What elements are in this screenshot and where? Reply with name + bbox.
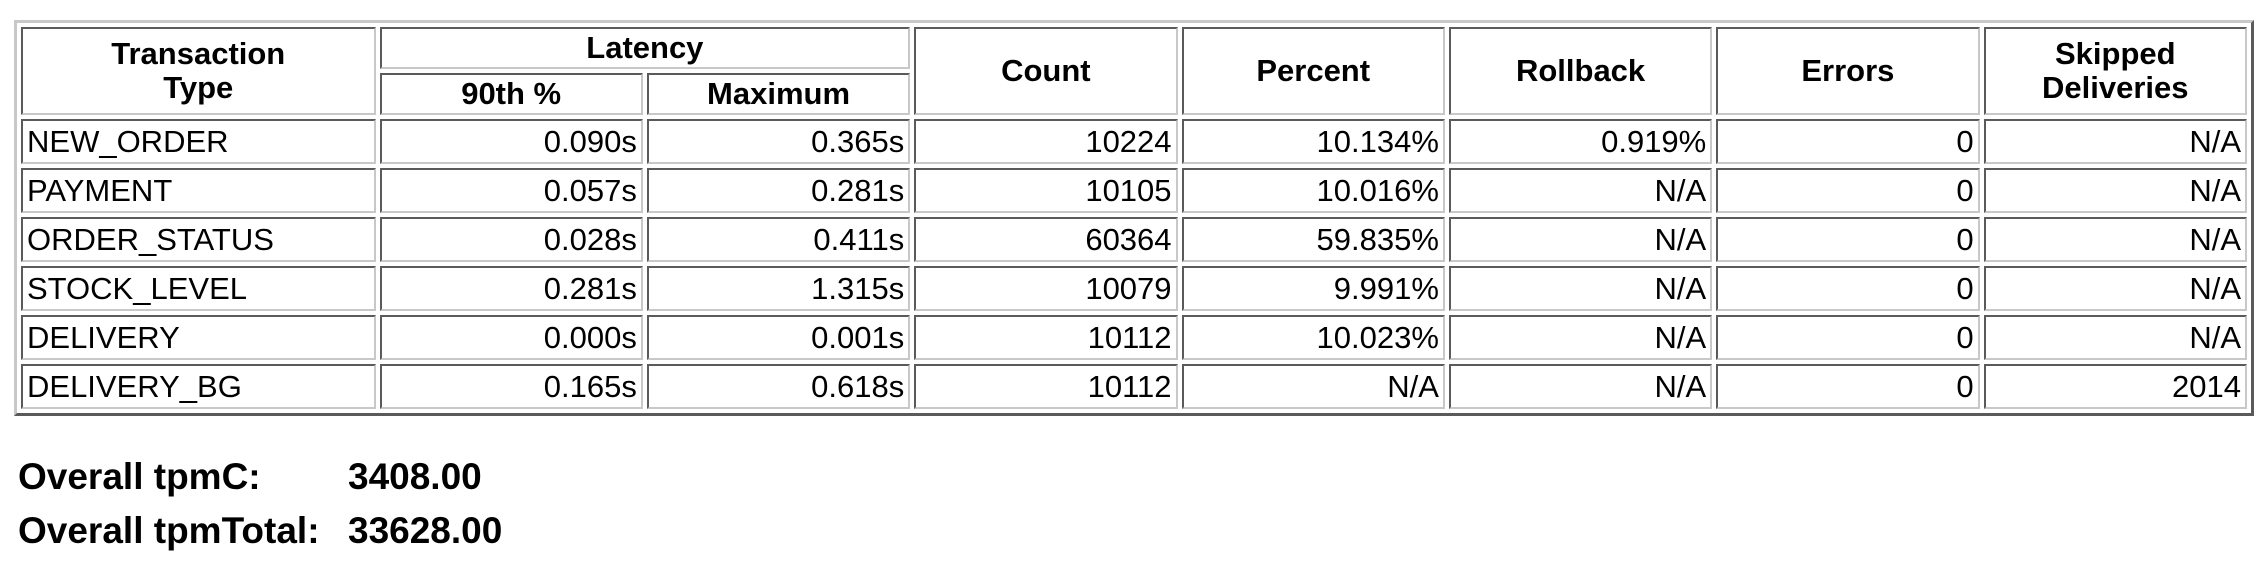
cell-skipped: N/A [1983,217,2247,262]
cell-latency-max: 0.618s [646,364,911,409]
cell-latency-max: 0.001s [646,315,911,360]
header-latency: Latency [379,27,911,69]
header-errors: Errors [1716,27,1980,115]
cell-rollback: N/A [1448,266,1713,311]
header-transaction-type-line2: Type [163,70,234,105]
cell-latency-90th: 0.057s [379,168,643,213]
cell-count: 10112 [914,315,1178,360]
cell-count: 10224 [914,119,1178,164]
table-row: NEW_ORDER 0.090s 0.365s 10224 10.134% 0.… [21,119,2247,164]
cell-count: 60364 [914,217,1178,262]
header-transaction-type: Transaction Type [21,27,376,115]
header-skipped-line2: Deliveries [2042,70,2189,105]
cell-rollback: N/A [1448,315,1713,360]
summary-tpmtotal: Overall tpmTotal: 33628.00 [18,504,502,558]
cell-errors: 0 [1716,364,1980,409]
table-row: DELIVERY_BG 0.165s 0.618s 10112 N/A N/A … [21,364,2247,409]
cell-skipped: N/A [1983,168,2247,213]
cell-type: STOCK_LEVEL [21,266,376,311]
header-latency-maximum: Maximum [646,73,911,115]
cell-percent: 9.991% [1181,266,1445,311]
cell-count: 10112 [914,364,1178,409]
cell-type: ORDER_STATUS [21,217,376,262]
tpmtotal-value: 33628.00 [348,510,503,551]
cell-type: NEW_ORDER [21,119,376,164]
cell-percent: 10.023% [1181,315,1445,360]
header-transaction-type-line1: Transaction [111,36,286,71]
cell-latency-90th: 0.000s [379,315,643,360]
cell-skipped: N/A [1983,266,2247,311]
cell-skipped: N/A [1983,315,2247,360]
tpmtotal-label: Overall tpmTotal: [18,510,320,551]
cell-latency-90th: 0.028s [379,217,643,262]
table-row: DELIVERY 0.000s 0.001s 10112 10.023% N/A… [21,315,2247,360]
cell-rollback: 0.919% [1448,119,1713,164]
cell-latency-max: 0.365s [646,119,911,164]
table-row: ORDER_STATUS 0.028s 0.411s 60364 59.835%… [21,217,2247,262]
cell-percent: 10.134% [1181,119,1445,164]
tpmc-label: Overall tpmC: [18,456,261,497]
cell-rollback: N/A [1448,364,1713,409]
cell-rollback: N/A [1448,168,1713,213]
cell-rollback: N/A [1448,217,1713,262]
cell-latency-90th: 0.281s [379,266,643,311]
throughput-summary: Overall tpmC: 3408.00 Overall tpmTotal: … [18,450,502,558]
cell-percent: 59.835% [1181,217,1445,262]
cell-count: 10079 [914,266,1178,311]
cell-errors: 0 [1716,315,1980,360]
cell-percent: 10.016% [1181,168,1445,213]
table-row: PAYMENT 0.057s 0.281s 10105 10.016% N/A … [21,168,2247,213]
cell-errors: 0 [1716,119,1980,164]
cell-percent: N/A [1181,364,1445,409]
cell-type: DELIVERY [21,315,376,360]
cell-latency-max: 1.315s [646,266,911,311]
header-latency-90th: 90th % [379,73,643,115]
cell-type: DELIVERY_BG [21,364,376,409]
cell-latency-max: 0.281s [646,168,911,213]
cell-latency-max: 0.411s [646,217,911,262]
cell-errors: 0 [1716,266,1980,311]
header-skipped-deliveries: Skipped Deliveries [1983,27,2247,115]
cell-errors: 0 [1716,217,1980,262]
results-report: Transaction Type Latency Count Percent R… [14,20,2254,416]
header-percent: Percent [1181,27,1445,115]
table-row: STOCK_LEVEL 0.281s 1.315s 10079 9.991% N… [21,266,2247,311]
header-count: Count [914,27,1178,115]
transaction-results-table: Transaction Type Latency Count Percent R… [14,20,2254,416]
cell-skipped: 2014 [1983,364,2247,409]
cell-latency-90th: 0.165s [379,364,643,409]
tpmc-value: 3408.00 [348,456,482,497]
cell-errors: 0 [1716,168,1980,213]
cell-latency-90th: 0.090s [379,119,643,164]
cell-count: 10105 [914,168,1178,213]
summary-tpmc: Overall tpmC: 3408.00 [18,450,502,504]
cell-type: PAYMENT [21,168,376,213]
header-skipped-line1: Skipped [2054,36,2176,71]
cell-skipped: N/A [1983,119,2247,164]
header-rollback: Rollback [1448,27,1713,115]
